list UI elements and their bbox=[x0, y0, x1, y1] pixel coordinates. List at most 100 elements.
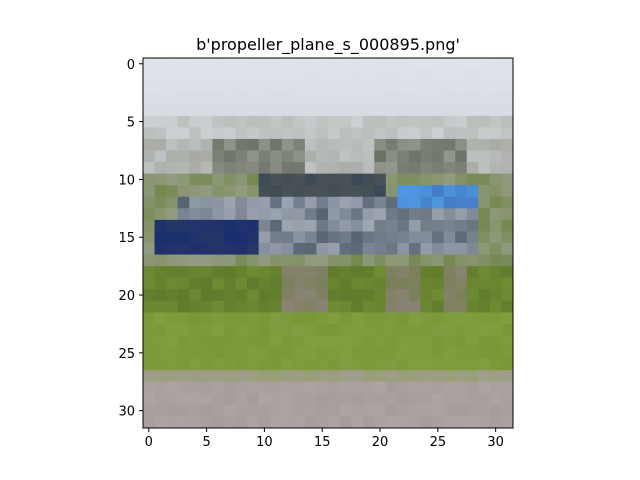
image-pixel bbox=[305, 405, 317, 417]
image-pixel bbox=[293, 312, 305, 324]
image-pixel bbox=[178, 289, 190, 301]
image-pixel bbox=[340, 174, 352, 186]
image-pixel bbox=[189, 393, 201, 405]
image-pixel bbox=[421, 231, 433, 243]
image-pixel bbox=[247, 208, 259, 220]
image-pixel bbox=[236, 359, 248, 371]
image-pixel bbox=[143, 382, 155, 394]
image-pixel bbox=[224, 312, 236, 324]
image-pixel bbox=[155, 255, 167, 267]
image-pixel bbox=[293, 324, 305, 336]
image-pixel bbox=[467, 336, 479, 348]
image-pixel bbox=[143, 151, 155, 163]
image-pixel bbox=[282, 278, 294, 290]
image-pixel bbox=[501, 231, 513, 243]
image-pixel bbox=[328, 255, 340, 267]
image-pixel bbox=[155, 220, 167, 232]
image-pixel bbox=[501, 174, 513, 186]
image-pixel bbox=[351, 174, 363, 186]
image-pixel bbox=[455, 347, 467, 359]
image-pixel bbox=[432, 185, 444, 197]
image-pixel bbox=[212, 174, 224, 186]
image-pixel bbox=[259, 370, 271, 382]
image-pixel bbox=[143, 220, 155, 232]
image-pixel bbox=[305, 243, 317, 255]
image-pixel bbox=[444, 266, 456, 278]
image-pixel bbox=[189, 81, 201, 93]
image-pixel bbox=[455, 81, 467, 93]
image-pixel bbox=[351, 151, 363, 163]
image-pixel bbox=[201, 370, 213, 382]
image-pixel bbox=[490, 416, 502, 428]
image-pixel bbox=[316, 336, 328, 348]
image-pixel bbox=[386, 243, 398, 255]
image-pixel bbox=[259, 278, 271, 290]
image-pixel bbox=[270, 220, 282, 232]
image-pixel bbox=[201, 139, 213, 151]
image-pixel bbox=[155, 370, 167, 382]
image-pixel bbox=[236, 289, 248, 301]
image-pixel bbox=[397, 324, 409, 336]
x-tick-label: 25 bbox=[430, 435, 447, 450]
image-pixel bbox=[305, 393, 317, 405]
image-pixel bbox=[282, 243, 294, 255]
image-pixel bbox=[143, 393, 155, 405]
image-pixel bbox=[490, 81, 502, 93]
image-pixel bbox=[340, 70, 352, 82]
image-pixel bbox=[409, 393, 421, 405]
image-pixel bbox=[270, 278, 282, 290]
image-pixel bbox=[397, 93, 409, 105]
image-pixel bbox=[270, 231, 282, 243]
image-pixel bbox=[270, 289, 282, 301]
y-tick-label: 0 bbox=[127, 58, 135, 73]
image-pixel bbox=[259, 359, 271, 371]
image-pixel bbox=[490, 197, 502, 209]
image-pixel bbox=[386, 255, 398, 267]
image-pixel bbox=[282, 81, 294, 93]
image-pixel bbox=[155, 174, 167, 186]
image-pixel bbox=[340, 416, 352, 428]
image-pixel bbox=[189, 359, 201, 371]
image-pixel bbox=[236, 324, 248, 336]
image-pixel bbox=[374, 139, 386, 151]
image-pixel bbox=[444, 324, 456, 336]
image-pixel bbox=[316, 312, 328, 324]
image-pixel bbox=[270, 370, 282, 382]
image-pixel bbox=[478, 197, 490, 209]
x-tick-label: 0 bbox=[145, 435, 153, 450]
image-pixel bbox=[282, 70, 294, 82]
image-pixel bbox=[189, 243, 201, 255]
image-pixel bbox=[143, 70, 155, 82]
image-pixel bbox=[490, 370, 502, 382]
image-pixel bbox=[293, 116, 305, 128]
image-pixel bbox=[340, 197, 352, 209]
image-pixel bbox=[490, 174, 502, 186]
image-pixel bbox=[155, 185, 167, 197]
image-pixel bbox=[328, 162, 340, 174]
image-pixel bbox=[421, 81, 433, 93]
image-pixel bbox=[432, 289, 444, 301]
image-pixel bbox=[189, 266, 201, 278]
image-pixel bbox=[467, 151, 479, 163]
image-pixel bbox=[386, 208, 398, 220]
image-pixel bbox=[478, 70, 490, 82]
image-pixel bbox=[374, 359, 386, 371]
image-pixel bbox=[328, 382, 340, 394]
image-pixel bbox=[259, 301, 271, 313]
image-pixel bbox=[421, 312, 433, 324]
image-pixel bbox=[478, 393, 490, 405]
image-pixel bbox=[340, 151, 352, 163]
image-pixel bbox=[212, 266, 224, 278]
image-pixel bbox=[236, 70, 248, 82]
image-pixel bbox=[444, 393, 456, 405]
image-pixel bbox=[178, 93, 190, 105]
image-pixel bbox=[397, 370, 409, 382]
image-pixel bbox=[340, 324, 352, 336]
image-pixel bbox=[397, 162, 409, 174]
image-pixel bbox=[282, 208, 294, 220]
y-tick-label: 25 bbox=[118, 347, 135, 362]
image-pixel bbox=[455, 243, 467, 255]
image-pixel bbox=[444, 416, 456, 428]
image-pixel bbox=[351, 336, 363, 348]
image-pixel bbox=[178, 116, 190, 128]
